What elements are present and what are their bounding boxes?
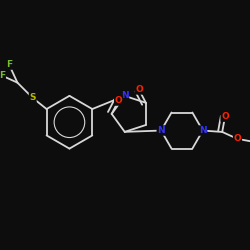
Text: S: S: [30, 94, 36, 102]
Text: N: N: [157, 126, 165, 135]
Text: N: N: [121, 92, 128, 100]
Text: F: F: [0, 71, 5, 80]
Text: O: O: [115, 96, 122, 105]
Text: O: O: [135, 85, 143, 94]
Text: O: O: [221, 112, 229, 121]
Text: F: F: [6, 60, 12, 69]
Text: O: O: [234, 134, 241, 143]
Text: N: N: [199, 126, 206, 135]
